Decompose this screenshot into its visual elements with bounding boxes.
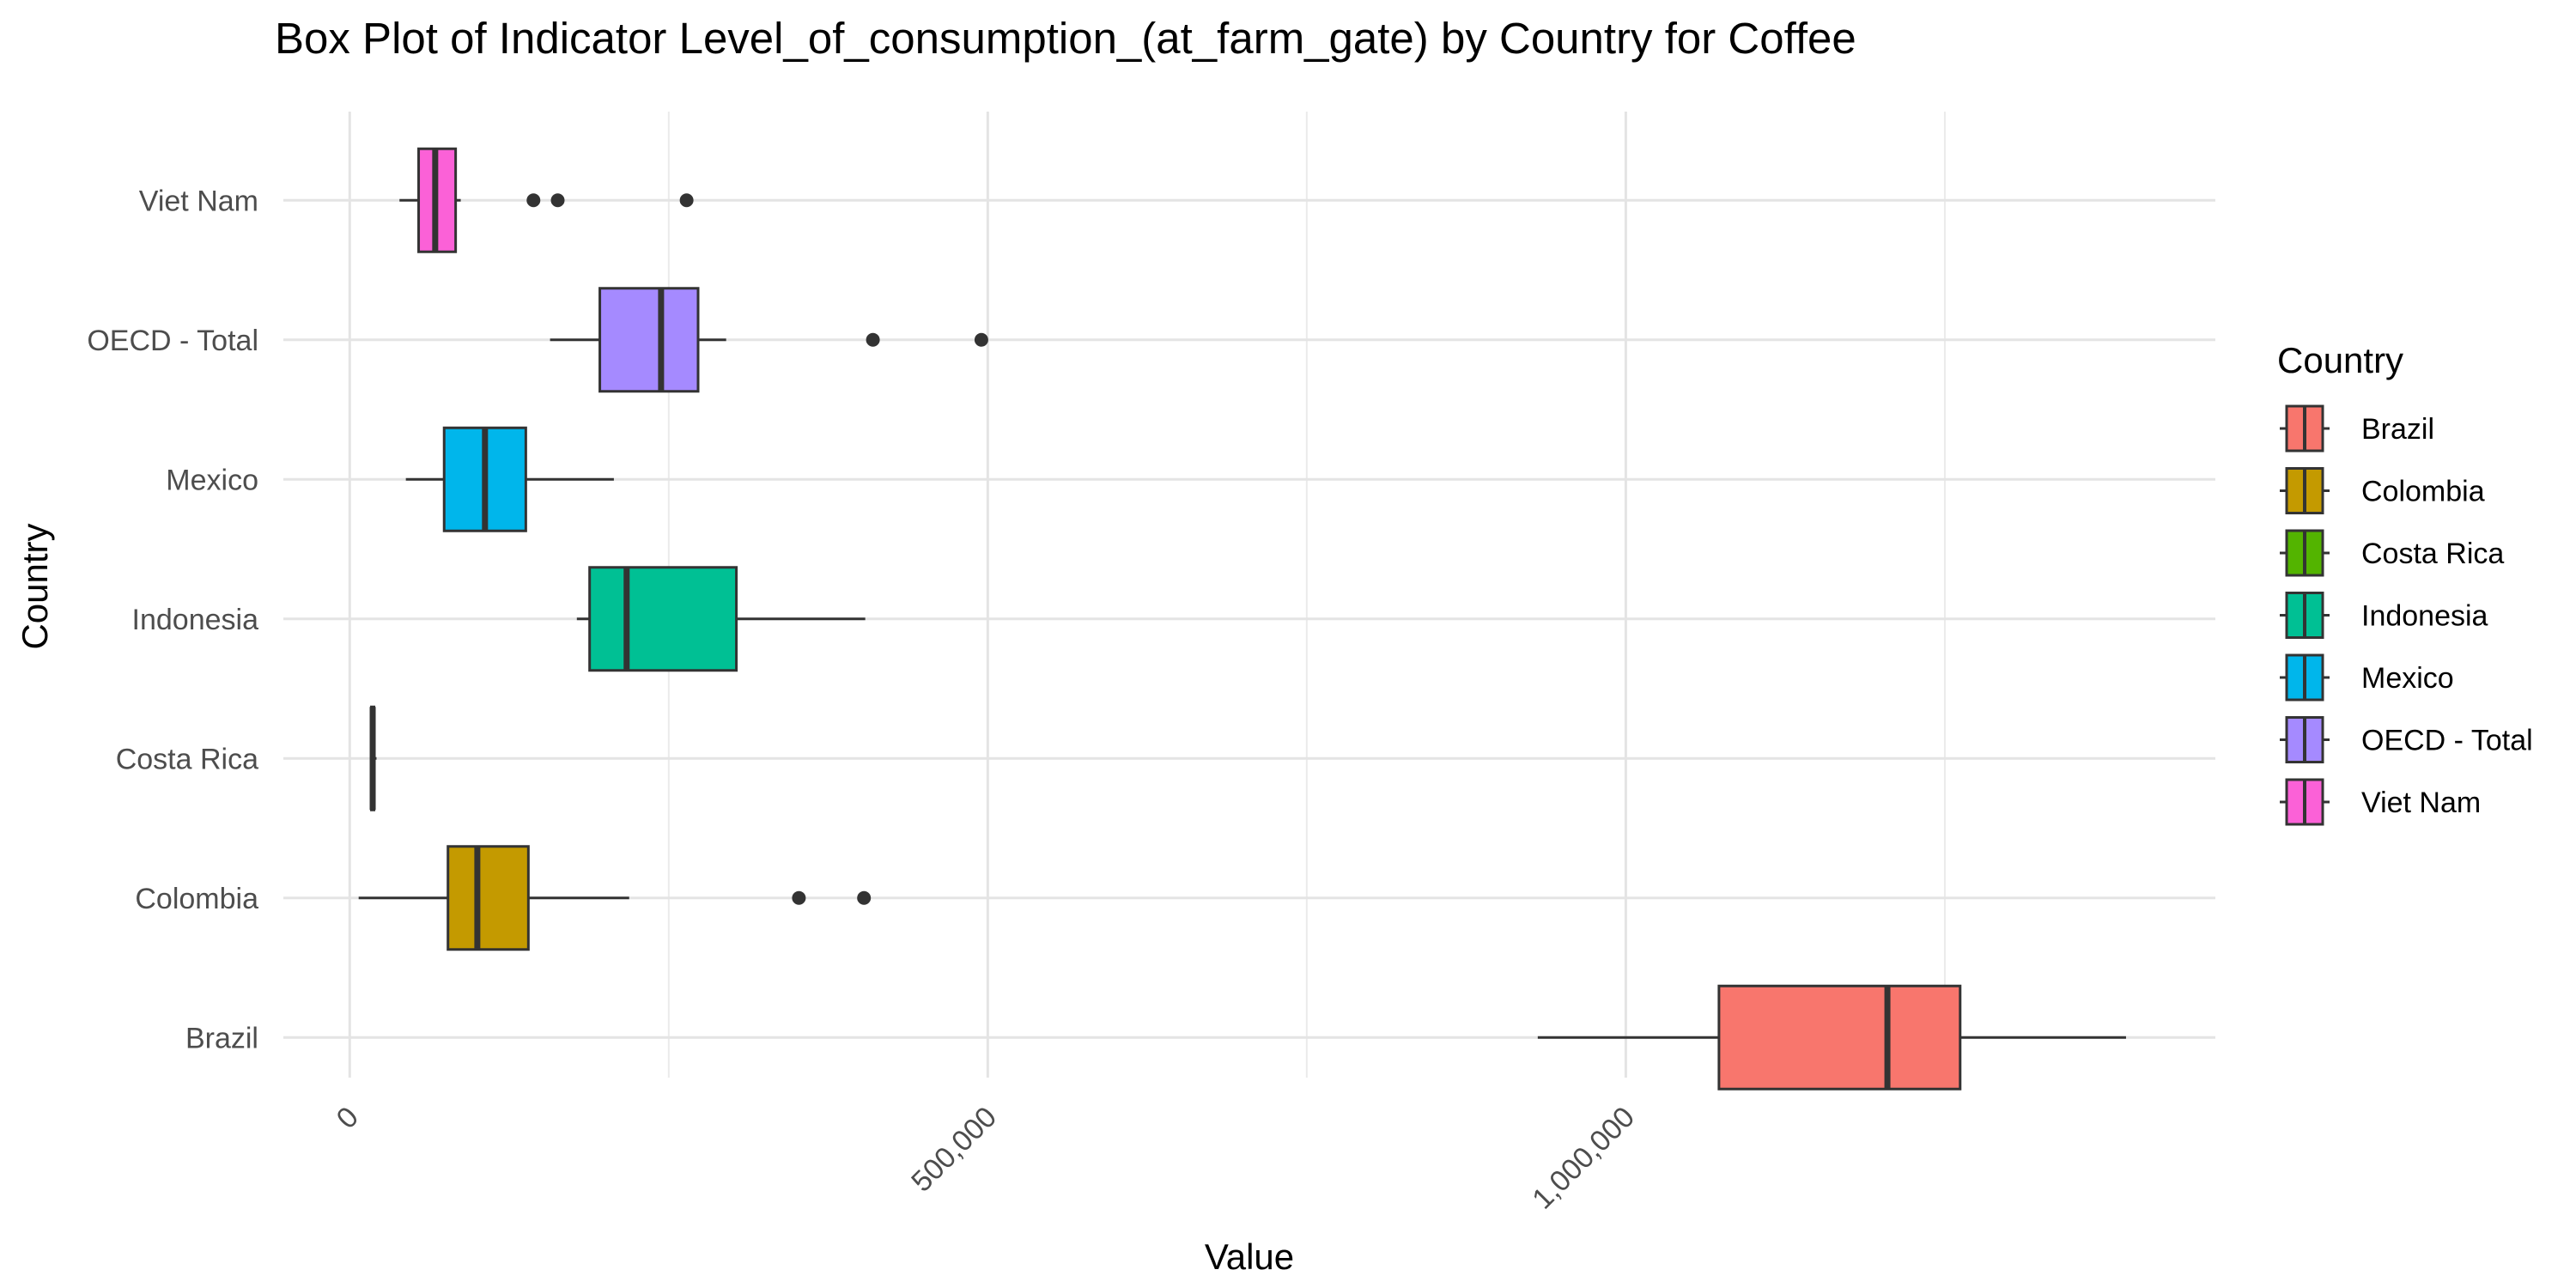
legend-item-indonesia: Indonesia bbox=[2280, 592, 2488, 639]
outlier-point bbox=[866, 332, 880, 347]
box-body bbox=[588, 566, 738, 672]
legend-item-mexico: Mexico bbox=[2280, 653, 2454, 702]
y-tick-label: OECD - Total bbox=[87, 325, 258, 357]
legend-label: OECD - Total bbox=[2361, 725, 2533, 757]
legend-label: Viet Nam bbox=[2361, 787, 2481, 819]
legend: Brazil Colombia Costa Rica Indonesia Mexico O… bbox=[2280, 404, 2533, 826]
y-tick-label: Brazil bbox=[185, 1022, 258, 1054]
outlier-point bbox=[550, 193, 565, 208]
legend-label: Mexico bbox=[2361, 662, 2454, 695]
box-layer bbox=[358, 147, 2126, 1091]
box-body bbox=[447, 845, 530, 951]
outlier-point bbox=[857, 890, 872, 905]
legend-label: Indonesia bbox=[2361, 600, 2488, 633]
y-tick-label: Viet Nam bbox=[139, 185, 258, 217]
legend-item-viet-nam: Viet Nam bbox=[2280, 778, 2481, 826]
y-tick-label: Indonesia bbox=[132, 604, 259, 636]
legend-item-oecd-total: OECD - Total bbox=[2280, 716, 2533, 763]
box-colombia bbox=[358, 845, 872, 951]
y-tick-label: Costa Rica bbox=[116, 743, 258, 775]
legend-item-colombia: Colombia bbox=[2280, 467, 2485, 514]
chart-title: Box Plot of Indicator Level_of_consumpti… bbox=[275, 14, 1856, 63]
outlier-point bbox=[974, 332, 988, 347]
box-mexico bbox=[405, 426, 614, 532]
box-costa-rica bbox=[369, 705, 377, 811]
y-tick-label: Mexico bbox=[166, 464, 258, 496]
legend-title: Country bbox=[2277, 340, 2403, 380]
legend-label: Colombia bbox=[2361, 476, 2485, 508]
box-body bbox=[598, 287, 700, 393]
y-axis-title: Country bbox=[15, 523, 55, 649]
legend-label: Costa Rica bbox=[2361, 538, 2504, 570]
legend-item-costa-rica: Costa Rica bbox=[2280, 529, 2504, 577]
legend-label: Brazil bbox=[2361, 413, 2434, 446]
box-oecd-total bbox=[550, 287, 988, 393]
y-tick-label: Colombia bbox=[135, 883, 258, 915]
outlier-point bbox=[679, 193, 694, 208]
legend-item-brazil: Brazil bbox=[2280, 404, 2434, 453]
box-body bbox=[1717, 984, 1962, 1091]
box-brazil bbox=[1537, 984, 2126, 1091]
x-axis-title: Value bbox=[1205, 1236, 1294, 1277]
outlier-point bbox=[792, 890, 806, 905]
box-viet-nam bbox=[399, 147, 694, 253]
box-indonesia bbox=[576, 566, 866, 672]
outlier-point bbox=[526, 193, 541, 208]
